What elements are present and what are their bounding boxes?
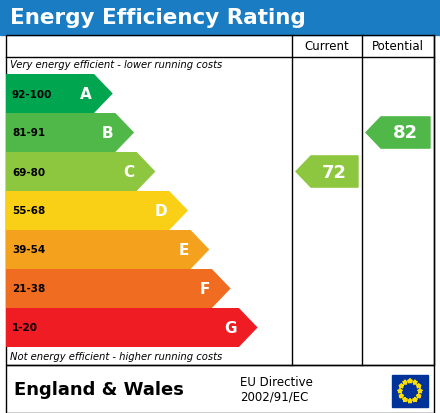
- Text: G: G: [224, 320, 237, 335]
- Text: 82: 82: [393, 124, 418, 142]
- Text: C: C: [124, 165, 135, 180]
- Text: Very energy efficient - lower running costs: Very energy efficient - lower running co…: [10, 60, 222, 70]
- Text: Not energy efficient - higher running costs: Not energy efficient - higher running co…: [10, 351, 222, 361]
- Polygon shape: [6, 153, 155, 192]
- Polygon shape: [399, 394, 404, 398]
- Polygon shape: [296, 157, 358, 188]
- Text: 69-80: 69-80: [12, 167, 45, 177]
- Bar: [0, 365, 440, 413]
- Text: F: F: [199, 281, 210, 296]
- Polygon shape: [6, 308, 257, 347]
- Polygon shape: [6, 192, 188, 230]
- Polygon shape: [418, 389, 422, 393]
- Polygon shape: [413, 380, 418, 385]
- Polygon shape: [399, 384, 404, 388]
- Text: 1-20: 1-20: [12, 323, 38, 333]
- Polygon shape: [403, 397, 407, 402]
- Bar: [6, 36, 434, 365]
- Polygon shape: [6, 230, 209, 269]
- Polygon shape: [407, 379, 412, 383]
- Text: 55-68: 55-68: [12, 206, 45, 216]
- Polygon shape: [407, 399, 412, 403]
- Polygon shape: [416, 384, 421, 388]
- Text: 92-100: 92-100: [12, 89, 52, 99]
- Polygon shape: [366, 118, 430, 149]
- Polygon shape: [413, 397, 418, 402]
- Text: 21-38: 21-38: [12, 284, 45, 294]
- Polygon shape: [403, 380, 407, 385]
- Text: D: D: [155, 204, 167, 218]
- Text: 2002/91/EC: 2002/91/EC: [240, 389, 308, 403]
- Polygon shape: [398, 389, 402, 393]
- Text: Energy Efficiency Rating: Energy Efficiency Rating: [10, 8, 306, 28]
- Text: Current: Current: [304, 40, 349, 53]
- Polygon shape: [6, 269, 231, 308]
- Polygon shape: [6, 75, 113, 114]
- Bar: [6, 365, 434, 413]
- Polygon shape: [416, 394, 421, 398]
- Polygon shape: [6, 114, 134, 153]
- Bar: [392, 375, 428, 407]
- Text: England & Wales: England & Wales: [14, 380, 184, 398]
- Text: E: E: [178, 242, 189, 257]
- Bar: [0, 0, 440, 36]
- Text: 39-54: 39-54: [12, 245, 45, 255]
- Text: 81-91: 81-91: [12, 128, 45, 138]
- Text: 72: 72: [322, 163, 347, 181]
- Text: A: A: [80, 87, 92, 102]
- Text: EU Directive: EU Directive: [240, 375, 313, 389]
- Text: Potential: Potential: [372, 40, 424, 53]
- Text: B: B: [102, 126, 114, 141]
